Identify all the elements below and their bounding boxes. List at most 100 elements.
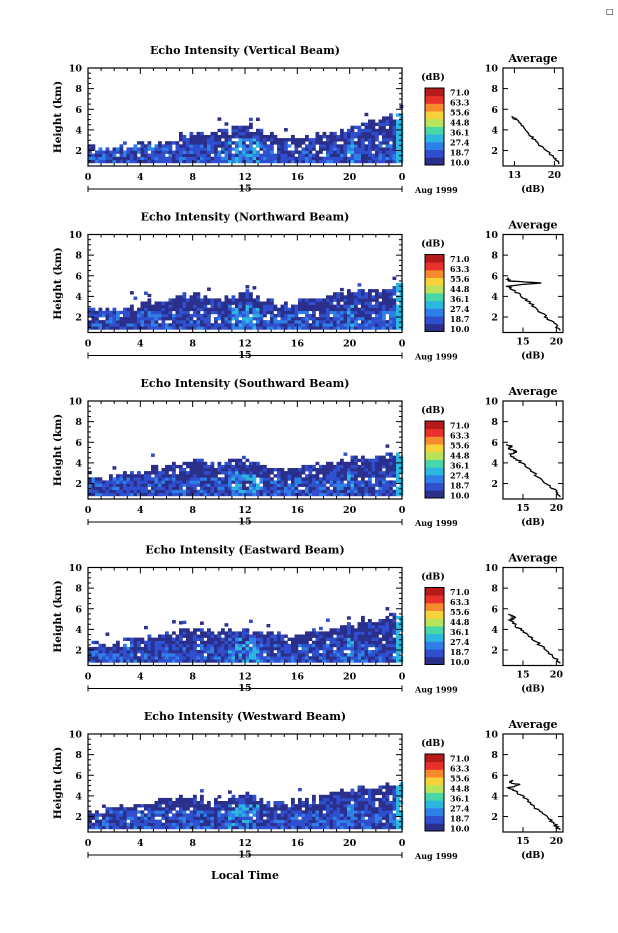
heatmap-cell xyxy=(207,151,211,154)
heatmap-cell xyxy=(218,317,222,320)
heatmap-cell xyxy=(298,141,302,144)
heatmap-cell xyxy=(200,789,204,792)
heatmap-cell xyxy=(354,635,358,638)
heatmap-cell xyxy=(312,314,316,317)
heatmap-cell xyxy=(330,474,334,477)
heatmap-cell xyxy=(379,465,383,468)
colorbar-level: 36.1 xyxy=(450,461,469,471)
heatmap-cell xyxy=(242,656,246,659)
heatmap-cell xyxy=(214,801,218,804)
colorbar-swatch xyxy=(425,111,444,119)
heatmap-cell xyxy=(298,641,302,644)
heatmap-cell xyxy=(197,138,201,141)
heatmap-cell xyxy=(281,804,285,807)
heatmap-cell xyxy=(319,471,323,474)
heatmap-cell xyxy=(344,628,348,631)
heatmap-cell xyxy=(183,151,187,154)
heatmap-cell xyxy=(375,305,379,308)
heatmap-cell xyxy=(214,804,218,807)
heatmap-cell xyxy=(365,487,369,490)
heatmap-cell xyxy=(130,308,134,311)
heatmap-cell xyxy=(288,656,292,659)
heatmap-cell xyxy=(368,817,372,820)
heatmap-cell xyxy=(393,277,397,280)
heatmap-cell xyxy=(284,314,288,317)
heatmap-cell xyxy=(326,653,330,656)
heatmap-cell xyxy=(186,635,190,638)
heatmap-cell xyxy=(312,320,316,323)
heatmap-cell xyxy=(183,826,187,829)
heatmap-cell xyxy=(354,144,358,147)
heatmap-cell xyxy=(242,138,246,141)
heatmap-cell xyxy=(365,314,369,317)
heatmap-cell xyxy=(368,487,372,490)
heatmap-cell xyxy=(169,798,173,801)
heatmap-cell xyxy=(344,471,348,474)
y-tick-label: 8 xyxy=(75,584,82,595)
heatmap-cell xyxy=(134,647,138,650)
heatmap-cell xyxy=(368,308,372,311)
heatmap-cell xyxy=(379,493,383,496)
heatmap-cell xyxy=(319,138,323,141)
heatmap-cell xyxy=(225,635,229,638)
heatmap-cell xyxy=(204,480,208,483)
heatmap-cell xyxy=(260,465,264,468)
heatmap-cell xyxy=(305,317,309,320)
heatmap-cell xyxy=(113,820,117,823)
heatmap-cell xyxy=(186,656,190,659)
heatmap-cell xyxy=(386,138,390,141)
heatmap-cell xyxy=(228,810,232,813)
heatmap-cell xyxy=(127,154,131,157)
heatmap-cell xyxy=(116,151,120,154)
heatmap-cell xyxy=(354,160,358,163)
heatmap-cell xyxy=(183,468,187,471)
heatmap-cell xyxy=(249,641,253,644)
colorbar-swatch xyxy=(425,103,444,111)
heatmap-cell xyxy=(316,326,320,329)
heatmap-cell xyxy=(372,826,376,829)
heatmap-cell xyxy=(162,302,166,305)
heatmap-cell xyxy=(137,810,141,813)
heatmap-cell xyxy=(284,151,288,154)
heatmap-cell xyxy=(207,480,211,483)
heatmap-cell xyxy=(249,490,253,493)
heatmap-cell xyxy=(372,320,376,323)
heatmap-cell xyxy=(179,638,183,641)
heatmap-cell xyxy=(375,308,379,311)
heatmap-cell xyxy=(316,647,320,650)
colorbar-swatch xyxy=(425,278,444,286)
heatmap-cell xyxy=(302,298,306,301)
heatmap-cell xyxy=(330,484,334,487)
heatmap-cell xyxy=(344,141,348,144)
heatmap-cell xyxy=(298,468,302,471)
heatmap-cell xyxy=(214,141,218,144)
heatmap-cell xyxy=(144,493,148,496)
heatmap-cell xyxy=(330,160,334,163)
heatmap-cell xyxy=(158,326,162,329)
heatmap-cell xyxy=(225,151,229,154)
heatmap-cell xyxy=(144,144,148,147)
heatmap-cell xyxy=(218,157,222,160)
heatmap-cell xyxy=(305,826,309,829)
heatmap-cell xyxy=(214,132,218,135)
heatmap-cell xyxy=(218,641,222,644)
heatmap-cell xyxy=(323,298,327,301)
heatmap-cell xyxy=(253,644,257,647)
average-profile-line xyxy=(509,614,560,664)
heatmap-cell xyxy=(134,314,138,317)
heatmap-cell xyxy=(204,462,208,465)
heatmap-cell xyxy=(151,314,155,317)
heatmap-cell xyxy=(351,625,355,628)
heatmap-cell xyxy=(389,292,393,295)
heatmap-cell xyxy=(211,810,215,813)
heatmap-cell xyxy=(109,823,113,826)
heatmap-cell xyxy=(389,619,393,622)
heatmap-cell xyxy=(179,484,183,487)
heatmap-cell xyxy=(235,302,239,305)
heatmap-cell xyxy=(218,635,222,638)
heatmap-cell xyxy=(386,471,390,474)
heatmap-cell xyxy=(316,151,320,154)
heatmap-cell xyxy=(330,311,334,314)
heatmap-cell xyxy=(344,792,348,795)
heatmap-cell xyxy=(358,493,362,496)
